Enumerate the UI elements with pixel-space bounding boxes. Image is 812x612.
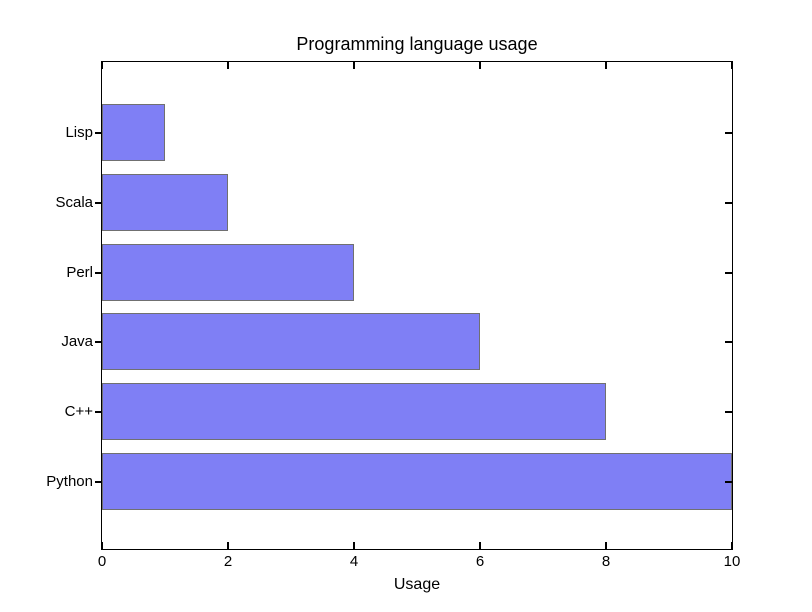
- y-tick-mark: [95, 131, 101, 134]
- y-tick-label: Java: [61, 333, 93, 350]
- y-tick-label: Scala: [55, 194, 93, 211]
- x-tick-mark: [353, 62, 355, 69]
- y-tick-mark: [725, 410, 732, 413]
- x-tick-mark: [101, 542, 103, 549]
- chart-title: Programming language usage: [296, 34, 538, 54]
- x-tick-mark: [479, 62, 481, 69]
- y-tick-mark: [95, 480, 101, 483]
- y-tick-mark: [725, 201, 732, 204]
- y-tick-mark: [95, 340, 101, 343]
- y-tick-mark: [725, 271, 732, 274]
- bar: [102, 313, 480, 370]
- y-tick-mark: [725, 340, 732, 343]
- y-tick-mark: [95, 201, 101, 204]
- bar: [102, 174, 228, 231]
- x-tick-mark: [227, 542, 229, 549]
- x-tick-mark: [227, 62, 229, 69]
- x-tick-label: 2: [223, 553, 233, 570]
- bar: [102, 453, 732, 510]
- x-tick-label: 10: [723, 553, 741, 570]
- x-tick-label: 8: [601, 553, 611, 570]
- x-tick-label: 4: [349, 553, 359, 570]
- x-tick-mark: [605, 62, 607, 69]
- x-tick-mark: [731, 542, 733, 549]
- y-tick-label: Perl: [66, 264, 93, 281]
- y-tick-label: Python: [46, 473, 93, 490]
- y-tick-mark: [95, 271, 101, 274]
- bar: [102, 104, 165, 161]
- bar: [102, 244, 354, 301]
- x-tick-mark: [731, 62, 733, 69]
- y-tick-label: C++: [64, 403, 93, 420]
- x-tick-mark: [605, 542, 607, 549]
- y-tick-mark: [725, 480, 732, 483]
- x-tick-mark: [353, 542, 355, 549]
- y-tick-label: Lisp: [65, 124, 93, 141]
- x-tick-mark: [101, 62, 103, 69]
- y-tick-mark: [725, 131, 732, 134]
- bar: [102, 383, 606, 440]
- x-tick-mark: [479, 542, 481, 549]
- x-tick-label: 0: [97, 553, 107, 570]
- x-axis-label: Usage: [393, 576, 441, 593]
- plot-area: [95, 61, 733, 550]
- y-tick-mark: [95, 410, 101, 413]
- x-tick-label: 6: [475, 553, 485, 570]
